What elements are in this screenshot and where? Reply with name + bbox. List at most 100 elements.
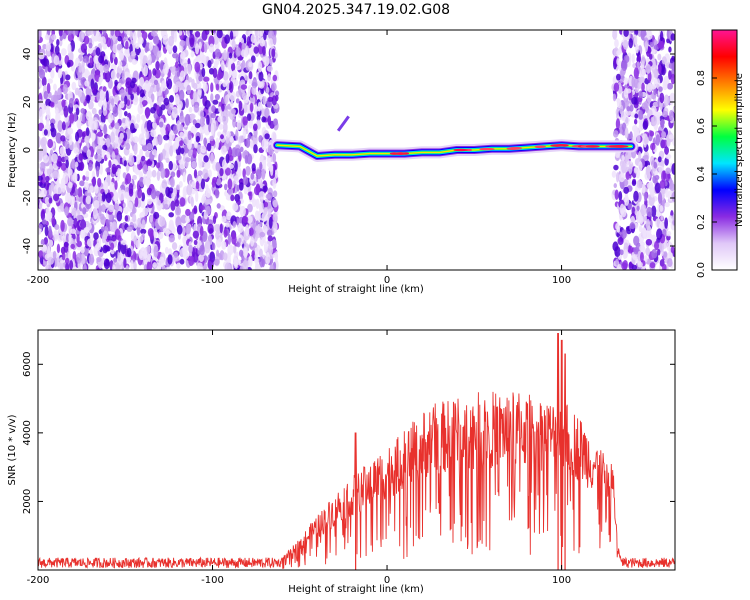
noise-cell bbox=[203, 43, 208, 54]
y-tick-label: -40 bbox=[22, 238, 33, 254]
noise-cell bbox=[612, 241, 619, 252]
noise-cell bbox=[82, 112, 86, 125]
noise-cell bbox=[116, 72, 120, 79]
noise-cell bbox=[202, 168, 209, 180]
noise-cell bbox=[249, 102, 254, 113]
noise-cell bbox=[102, 244, 108, 254]
noise-cell bbox=[222, 81, 227, 88]
noise-cell bbox=[238, 237, 242, 244]
noise-cell bbox=[176, 184, 181, 190]
noise-cell bbox=[132, 31, 137, 43]
noise-cell bbox=[252, 198, 257, 208]
noise-cell bbox=[130, 93, 134, 101]
noise-cell bbox=[117, 82, 122, 89]
noise-cell bbox=[622, 39, 629, 50]
noise-cell bbox=[139, 51, 144, 61]
noise-cell bbox=[41, 219, 47, 225]
noise-cell bbox=[259, 161, 263, 171]
noise-cell bbox=[657, 53, 662, 61]
noise-cell bbox=[261, 116, 266, 123]
noise-cell bbox=[38, 52, 45, 60]
noise-cell bbox=[268, 216, 273, 229]
noise-cell bbox=[613, 183, 617, 189]
noise-cell bbox=[95, 47, 101, 56]
noise-cell bbox=[274, 90, 280, 97]
noise-cell bbox=[194, 43, 200, 55]
noise-cell bbox=[158, 256, 165, 267]
noise-cell bbox=[643, 100, 649, 109]
noise-cell bbox=[615, 222, 620, 230]
noise-cell bbox=[650, 142, 656, 151]
noise-cell bbox=[47, 78, 53, 84]
noise-cell bbox=[257, 30, 263, 39]
noise-cell bbox=[101, 191, 106, 202]
noise-cell bbox=[250, 236, 255, 247]
noise-cell bbox=[167, 254, 173, 265]
noise-cell bbox=[83, 35, 90, 45]
noise-cell bbox=[650, 188, 655, 198]
noise-cell bbox=[223, 49, 228, 61]
noise-cell bbox=[185, 223, 191, 235]
noise-cell bbox=[658, 165, 663, 174]
noise-cell bbox=[153, 227, 158, 239]
noise-cell bbox=[618, 86, 623, 94]
noise-cell bbox=[643, 191, 648, 202]
noise-cell bbox=[262, 95, 267, 105]
noise-cell bbox=[666, 38, 671, 44]
noise-cell bbox=[140, 228, 147, 235]
noise-cell bbox=[247, 133, 251, 141]
noise-cell bbox=[125, 30, 132, 36]
noise-cell bbox=[237, 221, 244, 234]
noise-cell bbox=[63, 241, 69, 253]
noise-cell bbox=[176, 71, 180, 77]
noise-cell bbox=[82, 175, 86, 182]
noise-cell bbox=[142, 176, 148, 186]
noise-cell bbox=[173, 251, 179, 258]
noise-cell bbox=[102, 30, 107, 37]
noise-cell bbox=[125, 265, 130, 270]
noise-cell bbox=[233, 175, 239, 185]
noise-cell bbox=[662, 139, 668, 149]
noise-cell bbox=[274, 251, 279, 263]
noise-cell bbox=[208, 43, 215, 54]
noise-cell bbox=[628, 38, 634, 49]
noise-cell bbox=[664, 202, 670, 208]
noise-cell bbox=[41, 76, 47, 87]
noise-cell bbox=[623, 178, 629, 187]
noise-cell bbox=[669, 94, 674, 106]
noise-cell bbox=[42, 260, 48, 266]
noise-cell bbox=[61, 99, 66, 108]
noise-cell bbox=[161, 188, 166, 195]
noise-cell bbox=[216, 73, 222, 81]
colorbar-tick-label: 0.6 bbox=[696, 118, 707, 134]
noise-cell bbox=[629, 30, 635, 33]
noise-cell bbox=[41, 173, 46, 185]
noise-cell bbox=[144, 45, 149, 53]
noise-cell bbox=[118, 52, 124, 60]
noise-cell bbox=[172, 45, 178, 54]
noise-cell bbox=[75, 107, 80, 116]
noise-cell bbox=[53, 83, 57, 91]
noise-cell bbox=[157, 50, 162, 58]
noise-cell bbox=[110, 30, 115, 37]
noise-cell bbox=[623, 186, 630, 194]
noise-cell bbox=[238, 100, 243, 111]
noise-cell bbox=[253, 144, 258, 154]
noise-cell bbox=[227, 244, 234, 256]
noise-cell bbox=[63, 105, 69, 118]
noise-cell bbox=[614, 39, 619, 48]
noise-cell bbox=[129, 80, 136, 89]
signal-peak bbox=[465, 148, 472, 152]
noise-cell bbox=[123, 132, 128, 142]
noise-cell bbox=[631, 76, 636, 88]
noise-cell bbox=[230, 194, 235, 202]
noise-cell bbox=[176, 120, 181, 131]
y-tick-label: 6000 bbox=[22, 352, 33, 377]
noise-cell bbox=[272, 199, 278, 208]
noise-cell bbox=[143, 264, 148, 270]
noise-cell bbox=[232, 221, 237, 228]
noise-cell bbox=[87, 30, 94, 36]
noise-cell bbox=[86, 95, 91, 104]
noise-cell bbox=[182, 226, 186, 236]
